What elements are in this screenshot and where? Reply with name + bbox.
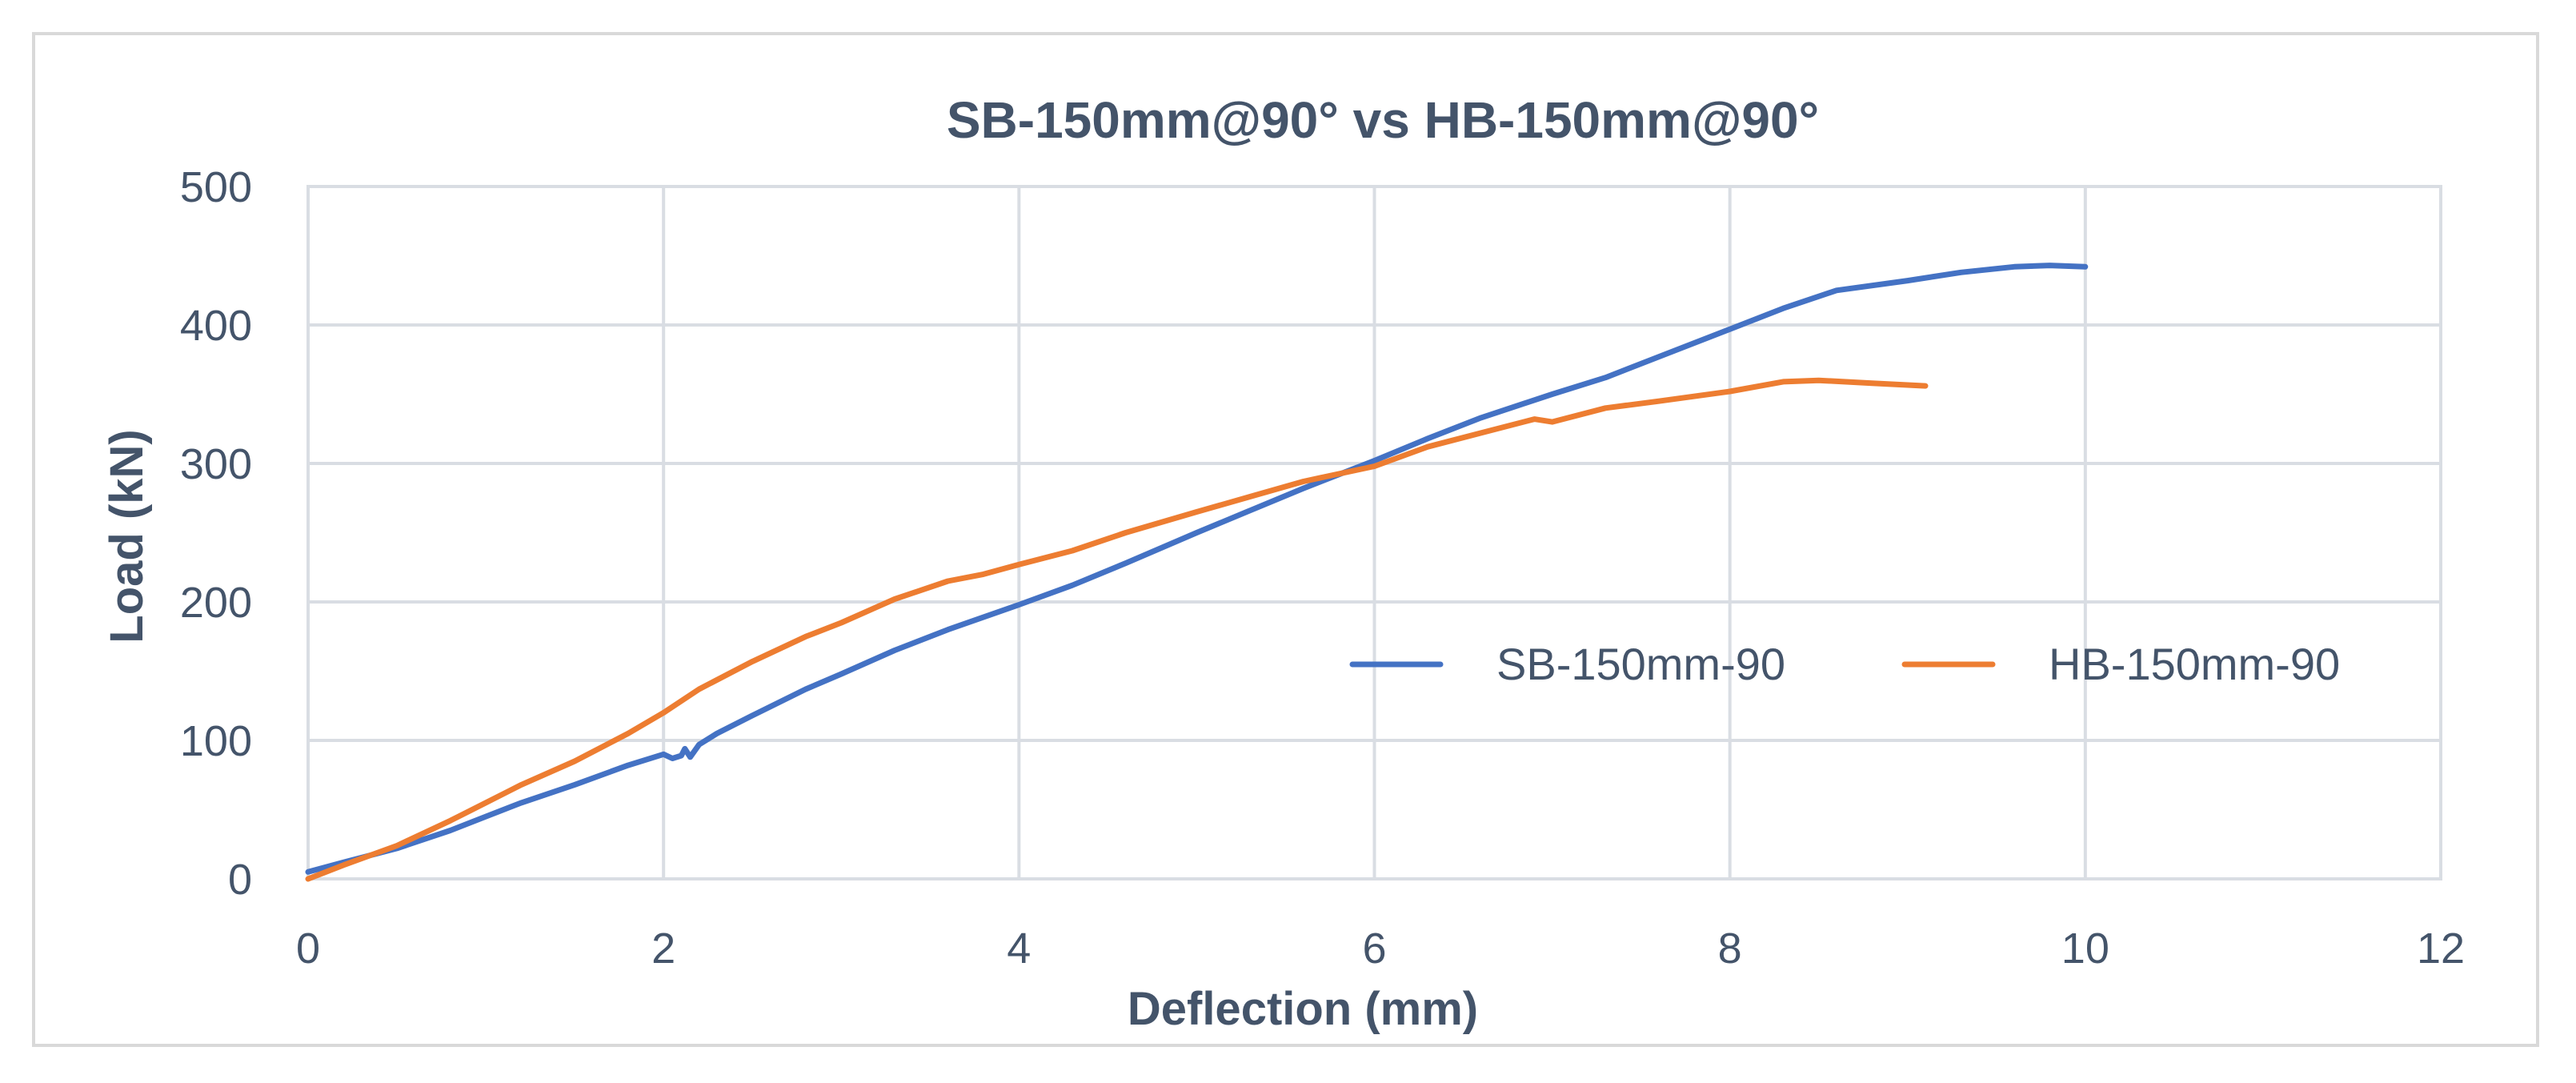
- x-tick-label: 2: [651, 925, 675, 973]
- x-axis-title: Deflection (mm): [1128, 983, 1478, 1035]
- y-tick-label: 200: [180, 579, 252, 627]
- y-tick-label: 100: [180, 717, 252, 765]
- y-tick-label: 400: [180, 302, 252, 350]
- gridlines: [308, 185, 2442, 880]
- legend-label-sb-150mm-90: SB-150mm-90: [1496, 639, 1785, 689]
- x-tick-label: 12: [2417, 925, 2465, 973]
- legend-label-hb-150mm-90: HB-150mm-90: [2049, 639, 2340, 689]
- series-line-hb-150mm-90: [305, 377, 1929, 882]
- x-tick-label: 0: [296, 925, 320, 973]
- y-axis-title: Load (kN): [101, 429, 153, 643]
- chart-title: SB-150mm@90° vs HB-150mm@90°: [947, 91, 1819, 149]
- plot-area: [306, 185, 2442, 880]
- x-tick-label: 4: [1007, 925, 1031, 973]
- tick-labels: 0 2 4 6 8 10 12 0 100 200 300 400 500: [180, 163, 2465, 973]
- series-line-sb-150mm-90: [305, 263, 2089, 875]
- y-tick-label: 0: [228, 856, 252, 904]
- y-tick-label: 300: [180, 440, 252, 488]
- y-tick-label: 500: [180, 163, 252, 211]
- x-tick-label: 10: [2061, 925, 2109, 973]
- x-tick-label: 6: [1362, 925, 1386, 973]
- series-group: [305, 263, 2089, 882]
- legend: SB-150mm-90 HB-150mm-90: [1349, 639, 2340, 689]
- x-tick-label: 8: [1718, 925, 1742, 973]
